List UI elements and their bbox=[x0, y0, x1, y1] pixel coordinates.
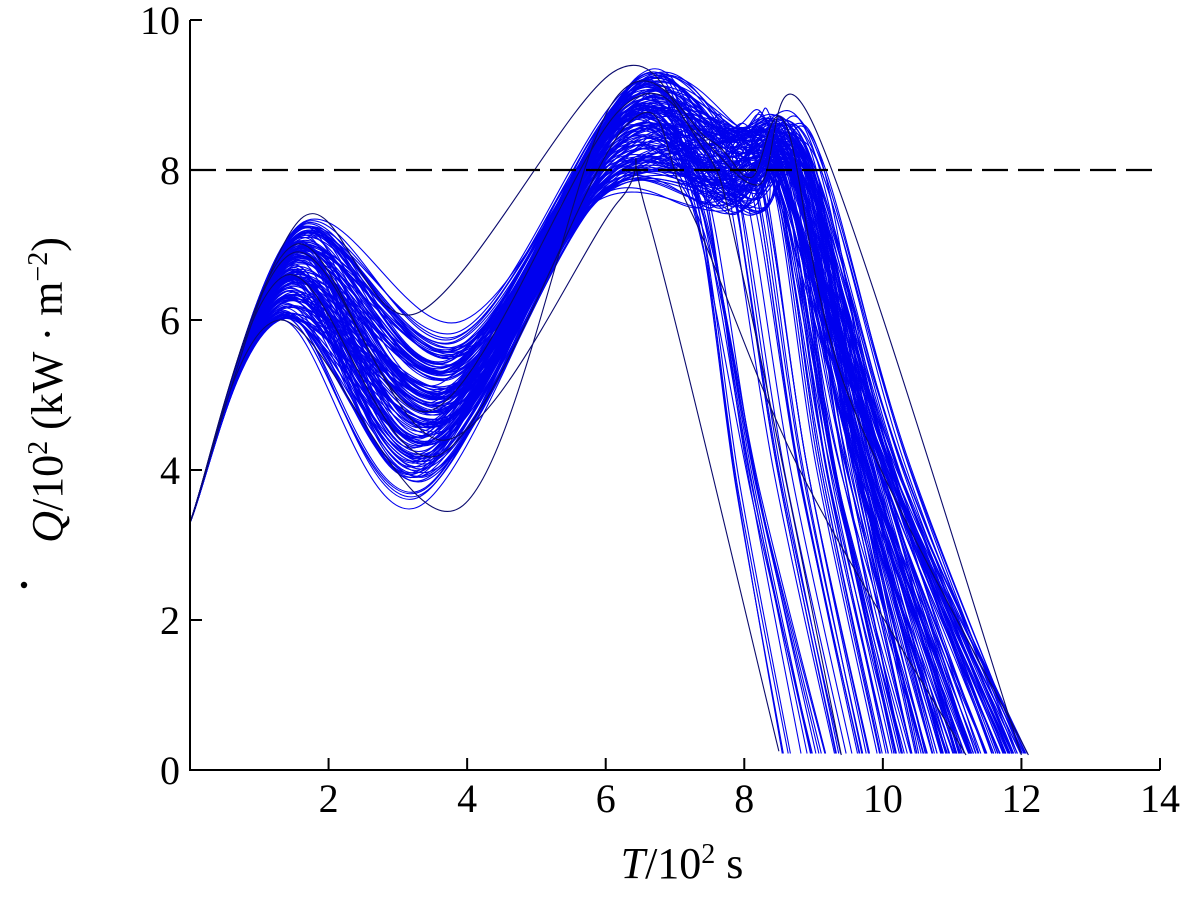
y-tick-label: 4 bbox=[160, 448, 180, 493]
series-line bbox=[189, 83, 905, 754]
y-axis-rest: /10 bbox=[23, 455, 72, 511]
series-line bbox=[189, 112, 961, 754]
series-line bbox=[189, 89, 974, 754]
series-line bbox=[189, 115, 1023, 754]
series-line bbox=[189, 122, 867, 754]
series-line bbox=[189, 96, 966, 754]
x-tick-label: 12 bbox=[1001, 776, 1041, 821]
series-line bbox=[189, 106, 958, 754]
series-line bbox=[189, 109, 999, 754]
series-line bbox=[189, 128, 822, 754]
y-tick-label: 2 bbox=[160, 598, 180, 643]
series-line bbox=[189, 136, 820, 754]
series-line bbox=[189, 80, 1029, 756]
series-line bbox=[189, 102, 1018, 754]
x-tick-label: 10 bbox=[863, 776, 903, 821]
series-line bbox=[189, 153, 938, 754]
x-axis-rest: /10 bbox=[645, 839, 701, 888]
y-axis-unit: (kW · m bbox=[23, 282, 72, 441]
x-tick-label: 6 bbox=[596, 776, 616, 821]
y-tick-label: 8 bbox=[160, 148, 180, 193]
ensemble-curves bbox=[189, 64, 1029, 756]
y-axis-sup: 2 bbox=[23, 441, 54, 455]
series-line bbox=[189, 96, 897, 754]
series-line bbox=[189, 126, 817, 754]
series-line bbox=[189, 127, 887, 754]
series-line bbox=[189, 92, 842, 756]
x-tick-label: 14 bbox=[1140, 776, 1180, 821]
y-axis-var: Q bbox=[23, 511, 72, 543]
series-line bbox=[189, 64, 1022, 756]
x-axis-label: T/102 s bbox=[621, 839, 744, 889]
series-line bbox=[189, 77, 960, 754]
series-line bbox=[189, 129, 1027, 754]
series-line bbox=[189, 143, 902, 754]
series-line bbox=[189, 124, 960, 754]
x-tick-label: 2 bbox=[319, 776, 339, 821]
tick-labels: 2 4 6 8 10 12 14 0 2 4 6 8 10 bbox=[140, 0, 1180, 821]
series-line bbox=[189, 104, 863, 754]
y-axis-label: Q/102 (kW · m−2) bbox=[23, 237, 73, 543]
series-line bbox=[189, 155, 789, 754]
series-line bbox=[189, 125, 1007, 754]
x-tick-label: 8 bbox=[734, 776, 754, 821]
series-line bbox=[189, 85, 802, 754]
series-line bbox=[189, 113, 903, 754]
x-axis-unit: s bbox=[715, 839, 743, 888]
y-axis-unit-close: ) bbox=[23, 237, 72, 252]
series-line bbox=[189, 130, 881, 754]
y-axis-unit-sup: −2 bbox=[23, 252, 54, 282]
ticks bbox=[190, 19, 1161, 771]
series-line bbox=[189, 105, 1018, 754]
series-line bbox=[189, 140, 897, 754]
x-axis-var: T bbox=[621, 839, 649, 888]
series-line bbox=[189, 137, 853, 754]
series-line bbox=[189, 113, 840, 754]
series-line bbox=[189, 116, 878, 754]
x-axis-sup: 2 bbox=[701, 839, 715, 870]
series-line bbox=[189, 118, 860, 754]
series-line bbox=[189, 109, 947, 754]
series-line bbox=[189, 134, 928, 754]
y-tick-label: 10 bbox=[140, 0, 180, 43]
y-tick-label: 6 bbox=[160, 298, 180, 343]
series-line bbox=[189, 158, 780, 752]
series-line bbox=[189, 111, 967, 756]
series-line bbox=[189, 102, 912, 754]
y-axis-dot-accent bbox=[20, 581, 28, 589]
series-line bbox=[189, 134, 861, 754]
series-line bbox=[189, 106, 783, 754]
series-line bbox=[189, 72, 847, 754]
series-line bbox=[189, 149, 836, 754]
y-tick-label: 0 bbox=[160, 748, 180, 793]
series-line bbox=[189, 160, 924, 754]
series-line bbox=[189, 80, 975, 754]
series-line bbox=[189, 86, 1015, 754]
x-tick-label: 4 bbox=[457, 776, 477, 821]
series-line bbox=[189, 122, 784, 754]
